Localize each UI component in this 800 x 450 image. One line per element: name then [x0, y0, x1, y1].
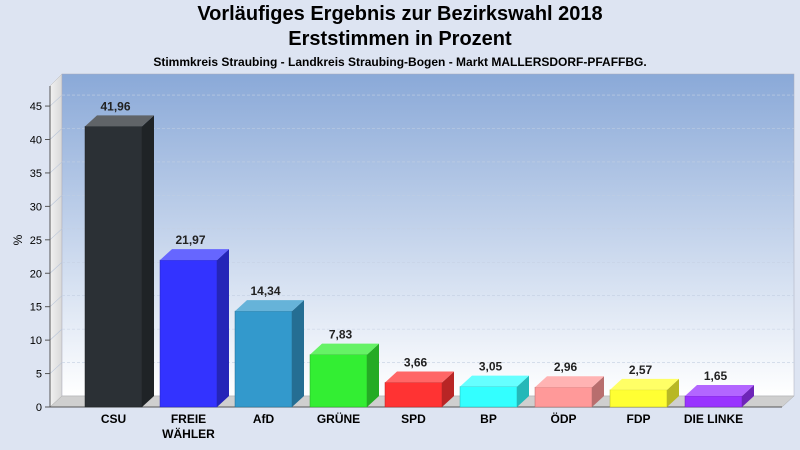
y-tick-label: 45: [30, 101, 42, 113]
category-label: FDP: [627, 412, 651, 426]
y-ticks: 0 5 10 15 20 25 30 35 40 45: [30, 101, 50, 414]
grid-line-wall: [49, 228, 63, 241]
bars: 41,96 21,97 14,34 7,83 3,66 3,05 2,96 2,57 1,65: [84, 99, 754, 408]
chart-caption: Stimmkreis Straubing - Landkreis Straubi…: [153, 55, 647, 69]
y-tick-label: 0: [36, 402, 42, 414]
category-label: FREIE WÄHLER: [162, 412, 215, 441]
y-tick-label: 40: [30, 135, 42, 147]
grid-line-wall: [49, 295, 63, 307]
bar-side: [667, 378, 679, 407]
bar-top: [685, 384, 754, 396]
category-label-line: ÖDP: [550, 411, 576, 426]
bar-side: [367, 343, 379, 407]
bar: [159, 249, 229, 408]
y-tick-label: 25: [30, 235, 42, 247]
bar-front: [84, 126, 143, 408]
category-label: ÖDP: [550, 411, 576, 426]
bar-value-label: 41,96: [100, 99, 130, 113]
bar-top: [460, 375, 529, 387]
y-tick-label: 30: [30, 201, 42, 213]
grid-line-wall: [49, 94, 63, 107]
bar-top: [310, 343, 379, 355]
bar: [309, 343, 379, 408]
bar-front: [384, 382, 443, 408]
bar-side: [142, 115, 154, 407]
bar-value-label: 21,97: [175, 233, 205, 247]
category-label: AfD: [253, 412, 275, 426]
bar-front: [609, 389, 668, 408]
bar-side: [517, 375, 529, 407]
y-tick-label: 20: [30, 268, 42, 280]
bar: [459, 375, 529, 408]
category-label-line: GRÜNE: [317, 411, 360, 426]
bar-value-label: 3,66: [404, 356, 428, 370]
category-label: GRÜNE: [317, 411, 360, 426]
grid-line-wall: [49, 161, 63, 174]
chart-subtitle: Erststimmen in Prozent: [288, 28, 512, 50]
bar-side: [292, 300, 304, 407]
category-label: DIE LINKE: [684, 412, 743, 426]
bar-side: [217, 249, 229, 407]
category-label: BP: [480, 412, 497, 426]
category-label-line: DIE LINKE: [684, 412, 743, 426]
category-label-line: AfD: [253, 412, 275, 426]
bar-front: [234, 310, 293, 408]
bar: [384, 371, 454, 408]
y-tick-label: 15: [30, 302, 42, 314]
category-label-line: FREIE: [171, 412, 206, 426]
category-label-line: FDP: [627, 412, 651, 426]
category-label-line: CSU: [101, 412, 126, 426]
grid-line-wall: [49, 328, 63, 341]
bar: [534, 376, 604, 408]
bar-side: [742, 384, 754, 407]
bar-side: [592, 376, 604, 407]
category-label: CSU: [101, 412, 126, 426]
grid-line-wall: [49, 262, 63, 274]
bar-value-label: 14,34: [250, 284, 280, 298]
y-tick-label: 10: [30, 335, 42, 347]
bar-front: [684, 395, 743, 408]
y-tick-label: 35: [30, 168, 42, 180]
bar: [609, 378, 679, 408]
bar-front: [309, 354, 368, 408]
bar-top: [85, 115, 154, 127]
bar-value-label: 2,96: [554, 360, 578, 374]
bar-side: [442, 371, 454, 407]
bar-top: [235, 300, 304, 312]
category-label-line: BP: [480, 412, 497, 426]
bar-value-label: 7,83: [329, 328, 353, 342]
bar-top: [610, 378, 679, 390]
grid-line-wall: [49, 128, 63, 140]
chart-title: Vorläufiges Ergebnis zur Bezirkswahl 201…: [197, 3, 603, 25]
bar-top: [160, 249, 229, 261]
y-axis-label: %: [11, 234, 25, 245]
bar-front: [159, 259, 218, 408]
bar-front: [534, 386, 593, 408]
plot-left-wall: [49, 73, 63, 408]
bar: [684, 384, 754, 408]
bar: [234, 300, 304, 408]
grid-line-wall: [49, 195, 63, 207]
category-label: SPD: [401, 412, 426, 426]
y-tick-label: 5: [36, 369, 42, 381]
grid-line-wall: [49, 362, 63, 374]
bar-top: [535, 376, 604, 388]
bar-top: [385, 371, 454, 383]
category-label-line: SPD: [401, 412, 426, 426]
bar-front: [459, 386, 518, 408]
bar-value-label: 2,57: [629, 363, 653, 377]
bar: [84, 115, 154, 408]
bar-value-label: 1,65: [704, 369, 728, 383]
grid-lines: [49, 94, 794, 374]
category-label-line: WÄHLER: [162, 426, 215, 441]
category-labels: CSU FREIE WÄHLER AfD GRÜNE SPD BP ÖDP FDP DIE LIN…: [101, 411, 743, 441]
bar-value-label: 3,05: [479, 360, 503, 374]
